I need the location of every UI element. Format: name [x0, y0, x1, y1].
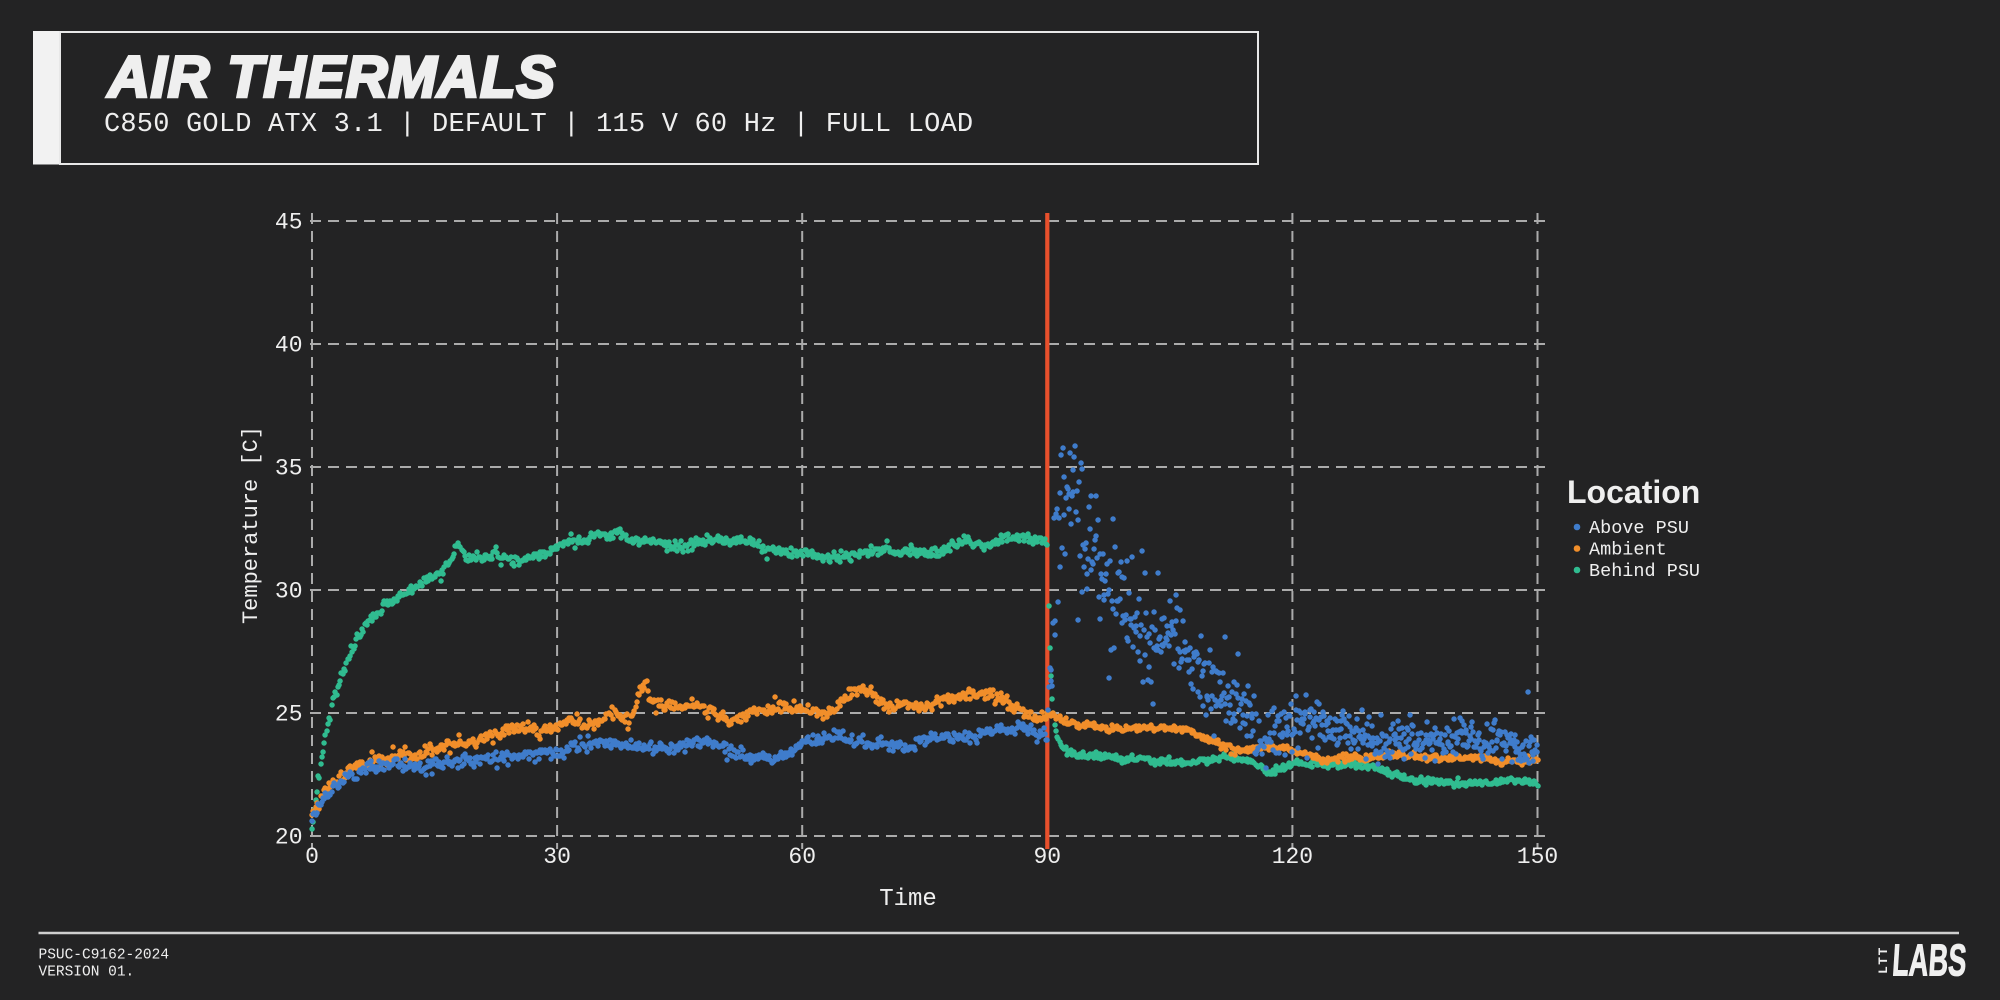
svg-text:PSUC-C9162-2024: PSUC-C9162-2024	[39, 948, 170, 964]
svg-text:35: 35	[275, 456, 303, 482]
svg-text:60: 60	[788, 844, 816, 870]
svg-text:30: 30	[543, 844, 571, 870]
svg-text:VERSION 01.: VERSION 01.	[39, 965, 135, 981]
svg-text:Location: Location	[1567, 474, 1700, 510]
svg-text:C850 GOLD ATX 3.1 | DEFAULT |: C850 GOLD ATX 3.1 | DEFAULT | 115 V 60 H…	[104, 110, 973, 140]
svg-text:0: 0	[305, 844, 319, 870]
svg-text:25: 25	[275, 702, 303, 728]
svg-text:AIR THERMALS: AIR THERMALS	[106, 45, 556, 110]
svg-text:Ambient: Ambient	[1589, 540, 1667, 561]
svg-text:45: 45	[275, 210, 303, 236]
svg-text:120: 120	[1272, 844, 1313, 870]
svg-text:LABS: LABS	[1891, 934, 1968, 985]
svg-text:Time: Time	[879, 886, 937, 913]
svg-text:LTT: LTT	[1876, 946, 1891, 974]
svg-text:150: 150	[1517, 844, 1558, 870]
svg-text:Above PSU: Above PSU	[1589, 518, 1689, 539]
svg-text:Temperature [C]: Temperature [C]	[239, 426, 264, 624]
svg-text:Behind PSU: Behind PSU	[1589, 561, 1700, 582]
svg-text:30: 30	[275, 579, 303, 605]
svg-text:40: 40	[275, 333, 303, 359]
svg-text:20: 20	[275, 825, 303, 851]
